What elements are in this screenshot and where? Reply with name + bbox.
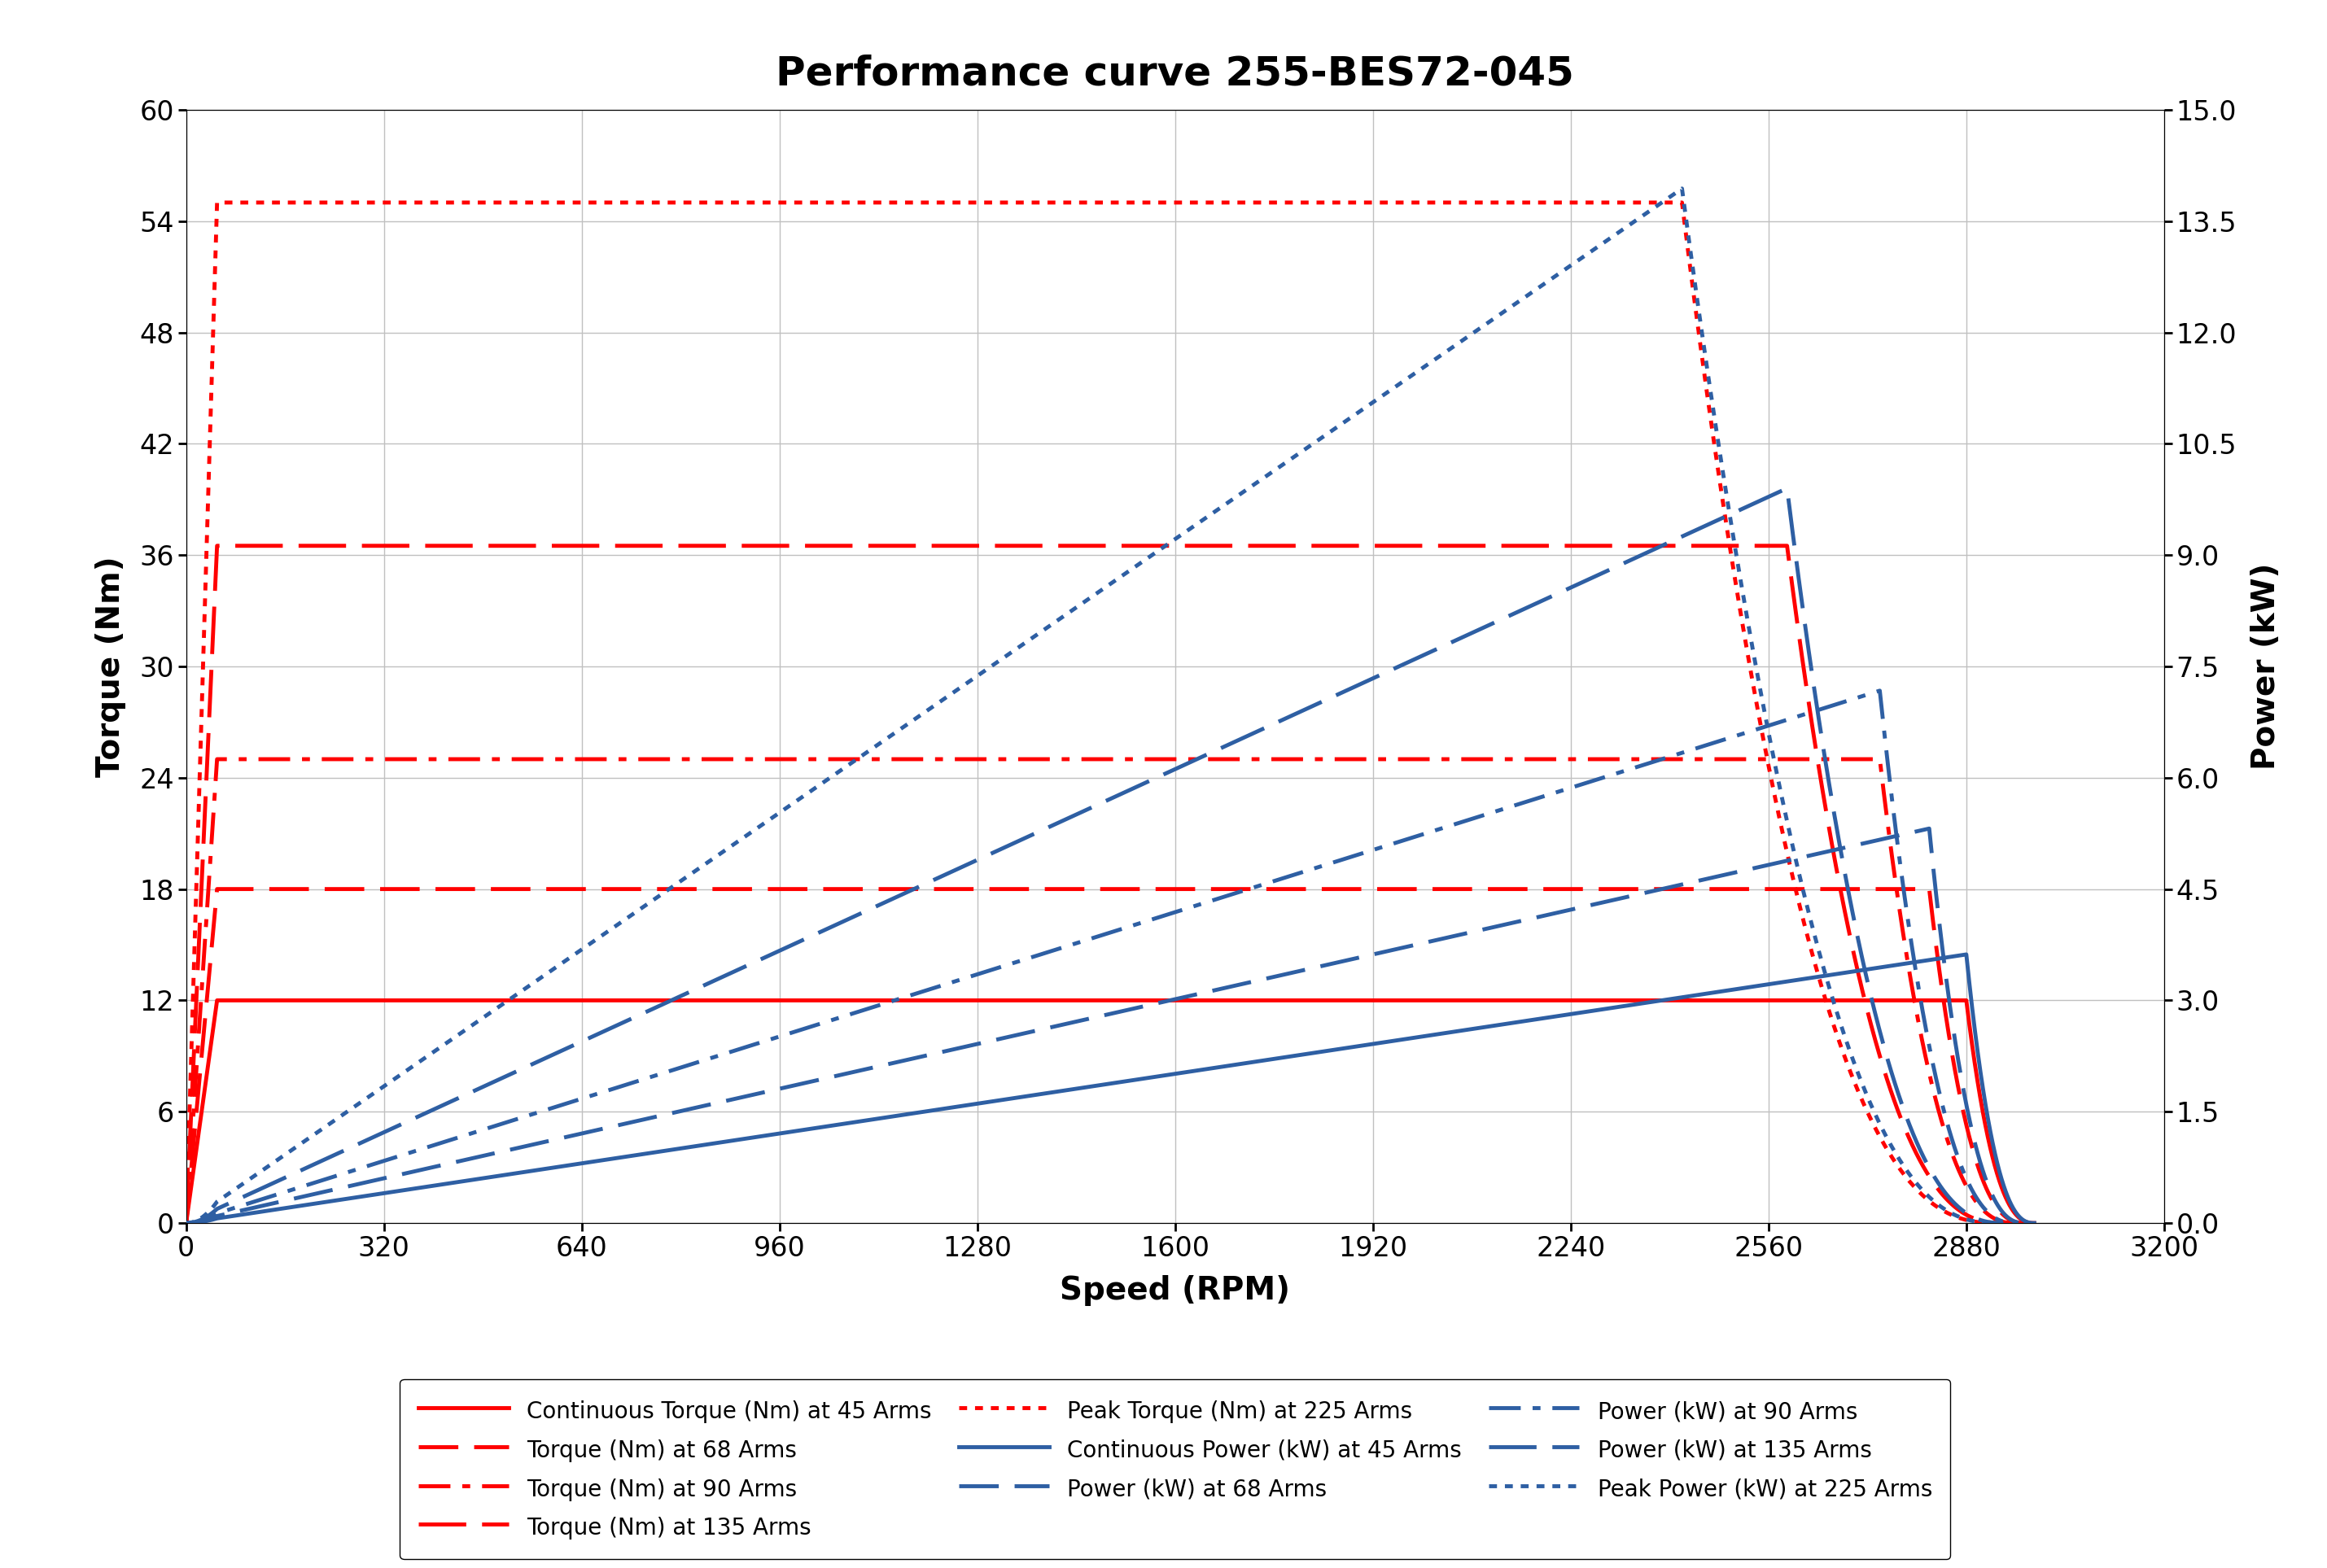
Y-axis label: Torque (Nm): Torque (Nm) (95, 557, 126, 776)
X-axis label: Speed (RPM): Speed (RPM) (1061, 1275, 1289, 1306)
Title: Performance curve 255-BES72-045: Performance curve 255-BES72-045 (775, 53, 1575, 93)
Legend: Continuous Torque (Nm) at 45 Arms, Torque (Nm) at 68 Arms, Torque (Nm) at 90 Arm: Continuous Torque (Nm) at 45 Arms, Torqu… (400, 1380, 1950, 1560)
Y-axis label: Power (kW): Power (kW) (2250, 563, 2280, 770)
